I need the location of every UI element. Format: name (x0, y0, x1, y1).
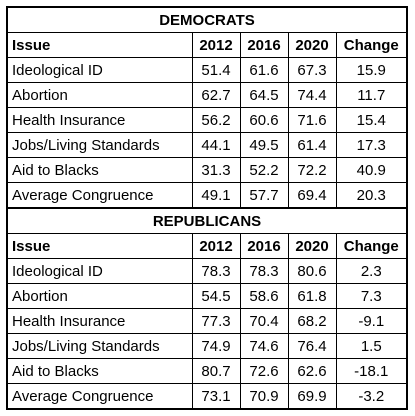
value-cell: -18.1 (335, 358, 408, 384)
header-cell: 2016 (239, 233, 289, 259)
value-cell: 64.5 (239, 82, 289, 108)
value-cell: 61.4 (287, 132, 337, 158)
issue-cell: Abortion (6, 283, 193, 309)
value-cell: 67.3 (287, 57, 337, 83)
value-cell: 68.2 (287, 308, 337, 334)
value-cell: 72.6 (239, 358, 289, 384)
issue-cell: Average Congruence (6, 182, 193, 209)
header-cell: 2016 (239, 32, 289, 58)
data-row: Jobs/Living Standards 74.9 74.6 76.4 1.5 (6, 333, 408, 359)
value-cell: 11.7 (335, 82, 408, 108)
data-row: Aid to Blacks 80.7 72.6 62.6 -18.1 (6, 358, 408, 384)
value-cell: 57.7 (239, 182, 289, 209)
issue-cell: Health Insurance (6, 107, 193, 133)
value-cell: 60.6 (239, 107, 289, 133)
value-cell: 31.3 (191, 157, 241, 183)
value-cell: 74.6 (239, 333, 289, 359)
value-cell: 69.9 (287, 383, 337, 410)
congruence-table: DEMOCRATS Issue 2012 2016 2020 Change Ideologi… (6, 6, 409, 410)
value-cell: 78.3 (239, 258, 289, 284)
value-cell: 15.9 (335, 57, 408, 83)
issue-cell: Ideological ID (6, 258, 193, 284)
value-cell: 56.2 (191, 107, 241, 133)
section-title-row: DEMOCRATS (6, 6, 408, 33)
value-cell: 80.6 (287, 258, 337, 284)
data-row: Average Congruence 73.1 70.9 69.9 -3.2 (6, 383, 408, 410)
data-row: Abortion 62.7 64.5 74.4 11.7 (6, 82, 408, 108)
value-cell: 1.5 (335, 333, 408, 359)
value-cell: 74.4 (287, 82, 337, 108)
issue-cell: Abortion (6, 82, 193, 108)
value-cell: 54.5 (191, 283, 241, 309)
value-cell: 72.2 (287, 157, 337, 183)
header-cell: Change (335, 233, 408, 259)
data-row: Aid to Blacks 31.3 52.2 72.2 40.9 (6, 157, 408, 183)
issue-cell: Average Congruence (6, 383, 193, 410)
value-cell: 58.6 (239, 283, 289, 309)
table-container: DEMOCRATS Issue 2012 2016 2020 Change Ideologi… (6, 6, 409, 410)
issue-cell: Jobs/Living Standards (6, 333, 193, 359)
issue-cell: Health Insurance (6, 308, 193, 334)
section-title-row: REPUBLICANS (6, 207, 408, 234)
issue-cell: Ideological ID (6, 57, 193, 83)
issue-cell: Jobs/Living Standards (6, 132, 193, 158)
issue-cell: Aid to Blacks (6, 358, 193, 384)
data-row: Average Congruence 49.1 57.7 69.4 20.3 (6, 182, 408, 209)
header-cell: 2012 (191, 32, 241, 58)
header-cell: 2012 (191, 233, 241, 259)
value-cell: 15.4 (335, 107, 408, 133)
data-row: Jobs/Living Standards 44.1 49.5 61.4 17.3 (6, 132, 408, 158)
value-cell: 74.9 (191, 333, 241, 359)
value-cell: 40.9 (335, 157, 408, 183)
value-cell: 70.4 (239, 308, 289, 334)
value-cell: 7.3 (335, 283, 408, 309)
header-cell: 2020 (287, 233, 337, 259)
data-row: Health Insurance 77.3 70.4 68.2 -9.1 (6, 308, 408, 334)
value-cell: 44.1 (191, 132, 241, 158)
value-cell: 51.4 (191, 57, 241, 83)
value-cell: -3.2 (335, 383, 408, 410)
value-cell: 70.9 (239, 383, 289, 410)
value-cell: 78.3 (191, 258, 241, 284)
value-cell: 61.8 (287, 283, 337, 309)
value-cell: 71.6 (287, 107, 337, 133)
header-cell: 2020 (287, 32, 337, 58)
section-title: REPUBLICANS (6, 207, 408, 234)
header-row: Issue 2012 2016 2020 Change (6, 233, 408, 259)
value-cell: 2.3 (335, 258, 408, 284)
value-cell: 80.7 (191, 358, 241, 384)
data-row: Abortion 54.5 58.6 61.8 7.3 (6, 283, 408, 309)
header-cell: Issue (6, 233, 193, 259)
value-cell: 62.7 (191, 82, 241, 108)
section-title: DEMOCRATS (6, 6, 408, 33)
value-cell: 49.5 (239, 132, 289, 158)
value-cell: 62.6 (287, 358, 337, 384)
value-cell: 52.2 (239, 157, 289, 183)
data-row: Ideological ID 78.3 78.3 80.6 2.3 (6, 258, 408, 284)
header-cell: Change (335, 32, 408, 58)
value-cell: -9.1 (335, 308, 408, 334)
data-row: Ideological ID 51.4 61.6 67.3 15.9 (6, 57, 408, 83)
value-cell: 61.6 (239, 57, 289, 83)
value-cell: 69.4 (287, 182, 337, 209)
data-row: Health Insurance 56.2 60.6 71.6 15.4 (6, 107, 408, 133)
value-cell: 20.3 (335, 182, 408, 209)
value-cell: 76.4 (287, 333, 337, 359)
issue-cell: Aid to Blacks (6, 157, 193, 183)
header-row: Issue 2012 2016 2020 Change (6, 32, 408, 58)
value-cell: 49.1 (191, 182, 241, 209)
value-cell: 73.1 (191, 383, 241, 410)
header-cell: Issue (6, 32, 193, 58)
value-cell: 77.3 (191, 308, 241, 334)
value-cell: 17.3 (335, 132, 408, 158)
